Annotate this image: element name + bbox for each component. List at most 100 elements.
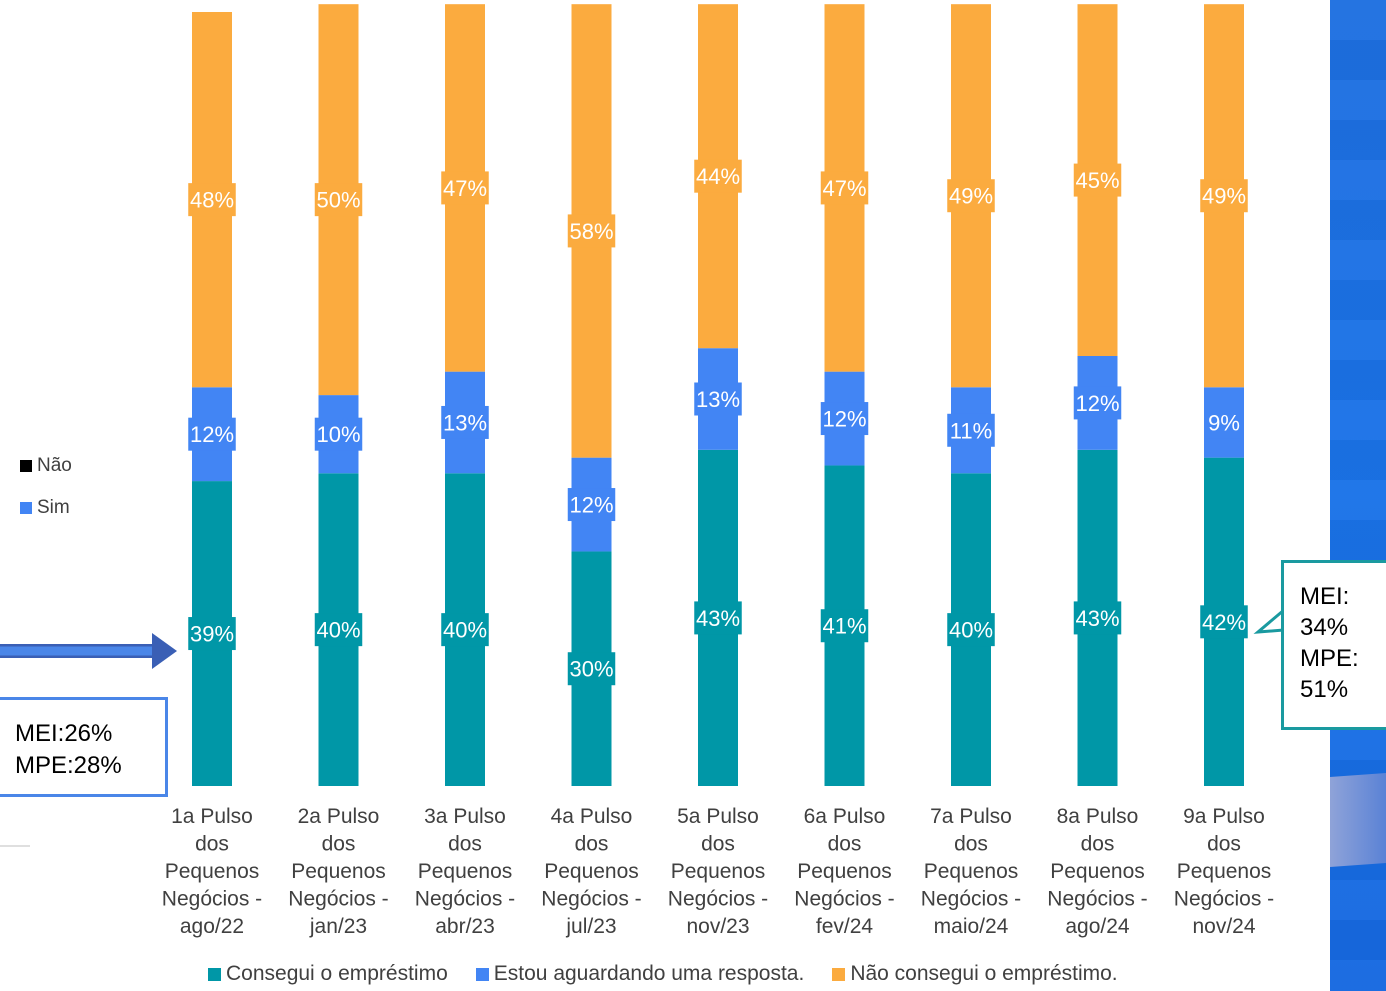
data-label-bg-nao-consegui-o-emprestimo-3 bbox=[441, 171, 489, 205]
x-tick-label-line: Negócios - bbox=[1174, 888, 1274, 911]
data-label-bg-nao-consegui-o-emprestimo-1 bbox=[188, 183, 236, 217]
x-tick-label-line: Negócios - bbox=[541, 888, 641, 911]
x-tick-label-6: 6a Pulso dos Pequenos Negócios - fev/24 bbox=[794, 805, 894, 938]
x-tick-label-line: ago/22 bbox=[180, 915, 244, 938]
data-label-nao-consegui-o-emprestimo-1: 48% bbox=[190, 188, 234, 213]
data-label-bg-estou-aguardando-uma-resposta-1 bbox=[188, 417, 236, 451]
x-tick-label-3: 3a Pulso dos Pequenos Negócios - abr/23 bbox=[415, 805, 515, 938]
chart-legend: Consegui o empréstimo Estou aguardando u… bbox=[208, 962, 1146, 986]
callout-left-line1: MEI:26% bbox=[15, 720, 113, 747]
x-tick-label-line: Pequenos bbox=[544, 860, 639, 883]
data-label-nao-consegui-o-emprestimo-8: 45% bbox=[1075, 168, 1119, 193]
x-tick-label-9: 9a Pulso dos Pequenos Negócios - nov/24 bbox=[1174, 805, 1274, 938]
data-label-bg-consegui-o-emprestimo-8 bbox=[1073, 601, 1122, 635]
data-label-consegui-o-emprestimo-7: 40% bbox=[949, 618, 993, 643]
legend-swatch-aguardando bbox=[475, 967, 489, 981]
data-label-bg-consegui-o-emprestimo-2 bbox=[314, 613, 363, 647]
legend-swatch-nao bbox=[20, 460, 32, 472]
x-tick-label-line: 8a Pulso bbox=[1057, 805, 1139, 828]
data-label-bg-nao-consegui-o-emprestimo-6 bbox=[820, 171, 869, 205]
data-label-nao-consegui-o-emprestimo-5: 44% bbox=[696, 164, 740, 189]
side-legend-label-nao: Não bbox=[37, 455, 72, 476]
data-label-consegui-o-emprestimo-8: 43% bbox=[1075, 606, 1119, 631]
x-tick-label-line: Pequenos bbox=[797, 860, 892, 883]
x-tick-label-line: 3a Pulso bbox=[424, 805, 506, 828]
data-label-consegui-o-emprestimo-3: 40% bbox=[443, 618, 487, 643]
callout-left-line2: MPE:28% bbox=[15, 752, 122, 779]
x-tick-label-line: 1a Pulso bbox=[171, 805, 253, 828]
data-label-estou-aguardando-uma-resposta-6: 12% bbox=[822, 407, 866, 432]
callout-right-line4: 51% bbox=[1300, 676, 1349, 703]
data-label-bg-estou-aguardando-uma-resposta-7 bbox=[947, 413, 995, 447]
x-tick-label-line: Pequenos bbox=[418, 860, 513, 883]
x-tick-label-line: Negócios - bbox=[1047, 888, 1147, 911]
x-tick-label-line: Pequenos bbox=[671, 860, 766, 883]
data-label-bg-nao-consegui-o-emprestimo-5 bbox=[694, 159, 742, 193]
x-tick-label-line: dos bbox=[1081, 833, 1115, 856]
x-tick-label-line: nov/23 bbox=[686, 915, 749, 938]
data-label-consegui-o-emprestimo-9: 42% bbox=[1202, 610, 1246, 635]
data-label-bg-estou-aguardando-uma-resposta-5 bbox=[694, 382, 742, 416]
data-label-bg-consegui-o-emprestimo-1 bbox=[188, 617, 236, 651]
side-legend-label-sim: Sim bbox=[37, 497, 70, 518]
data-label-nao-consegui-o-emprestimo-4: 58% bbox=[569, 219, 613, 244]
x-tick-label-line: 7a Pulso bbox=[930, 805, 1012, 828]
x-tick-label-line: dos bbox=[448, 833, 482, 856]
x-tick-label-line: ago/24 bbox=[1065, 915, 1130, 938]
callout-right: MEI: 34% MPE: 51% bbox=[1281, 560, 1386, 730]
data-label-bg-consegui-o-emprestimo-9 bbox=[1200, 605, 1248, 639]
data-label-bg-consegui-o-emprestimo-4 bbox=[567, 652, 616, 686]
x-tick-label-line: dos bbox=[575, 833, 609, 856]
x-tick-label-line: Pequenos bbox=[1050, 860, 1145, 883]
data-label-bg-estou-aguardando-uma-resposta-8 bbox=[1073, 386, 1122, 420]
data-label-bg-estou-aguardando-uma-resposta-3 bbox=[441, 405, 489, 439]
x-tick-label-line: Negócios - bbox=[668, 888, 768, 911]
data-label-consegui-o-emprestimo-6: 41% bbox=[822, 614, 866, 639]
x-tick-label-line: Pequenos bbox=[924, 860, 1019, 883]
data-label-estou-aguardando-uma-resposta-2: 10% bbox=[316, 422, 360, 447]
x-tick-label-line: nov/24 bbox=[1192, 915, 1255, 938]
data-label-bg-estou-aguardando-uma-resposta-6 bbox=[820, 402, 869, 436]
x-tick-label-5: 5a Pulso dos Pequenos Negócios - nov/23 bbox=[668, 805, 768, 938]
arrow-head bbox=[152, 633, 177, 669]
data-label-bg-consegui-o-emprestimo-3 bbox=[441, 613, 489, 647]
data-label-consegui-o-emprestimo-1: 39% bbox=[190, 622, 234, 647]
callout-right-line2: 34% bbox=[1300, 614, 1349, 641]
data-label-bg-nao-consegui-o-emprestimo-2 bbox=[314, 183, 363, 217]
x-tick-label-line: 2a Pulso bbox=[298, 805, 380, 828]
data-label-consegui-o-emprestimo-4: 30% bbox=[569, 657, 613, 682]
side-legend-item-sim: Sim bbox=[20, 497, 72, 519]
x-tick-label-line: 6a Pulso bbox=[804, 805, 886, 828]
data-label-estou-aguardando-uma-resposta-3: 13% bbox=[443, 410, 487, 435]
data-label-nao-consegui-o-emprestimo-9: 49% bbox=[1202, 184, 1246, 209]
x-tick-label-line: 9a Pulso bbox=[1183, 805, 1265, 828]
x-tick-label-line: Negócios - bbox=[794, 888, 894, 911]
data-label-nao-consegui-o-emprestimo-7: 49% bbox=[949, 184, 993, 209]
legend-item-consegui: Consegui o empréstimo bbox=[208, 962, 448, 986]
data-label-bg-nao-consegui-o-emprestimo-7 bbox=[947, 179, 995, 213]
background-panel bbox=[1330, 0, 1386, 991]
data-label-bg-nao-consegui-o-emprestimo-8 bbox=[1073, 163, 1122, 197]
x-tick-label-line: dos bbox=[954, 833, 988, 856]
x-tick-label-line: dos bbox=[701, 833, 735, 856]
x-tick-label-line: 5a Pulso bbox=[677, 805, 759, 828]
data-label-consegui-o-emprestimo-2: 40% bbox=[316, 618, 360, 643]
x-tick-label-line: Negócios - bbox=[415, 888, 515, 911]
legend-label-aguardando: Estou aguardando uma resposta. bbox=[493, 962, 805, 985]
x-tick-label-7: 7a Pulso dos Pequenos Negócios - maio/24 bbox=[921, 805, 1021, 938]
legend-item-nao-consegui: Não consegui o empréstimo. bbox=[832, 962, 1118, 986]
x-tick-label-line: dos bbox=[195, 833, 229, 856]
data-label-bg-estou-aguardando-uma-resposta-9 bbox=[1206, 405, 1242, 439]
x-tick-label-line: Negócios - bbox=[288, 888, 388, 911]
x-tick-label-line: dos bbox=[322, 833, 356, 856]
callout-left: MEI:26% MPE:28% bbox=[0, 697, 168, 797]
x-tick-label-line: maio/24 bbox=[934, 915, 1009, 938]
legend-label-nao-consegui: Não consegui o empréstimo. bbox=[850, 962, 1118, 985]
callout-right-line3: MPE: bbox=[1300, 645, 1359, 672]
data-label-bg-estou-aguardando-uma-resposta-4 bbox=[567, 488, 616, 522]
legend-swatch-nao-consegui bbox=[832, 967, 846, 981]
data-label-estou-aguardando-uma-resposta-1: 12% bbox=[190, 422, 234, 447]
x-tick-label-line: Pequenos bbox=[165, 860, 260, 883]
x-tick-label-line: dos bbox=[1207, 833, 1241, 856]
